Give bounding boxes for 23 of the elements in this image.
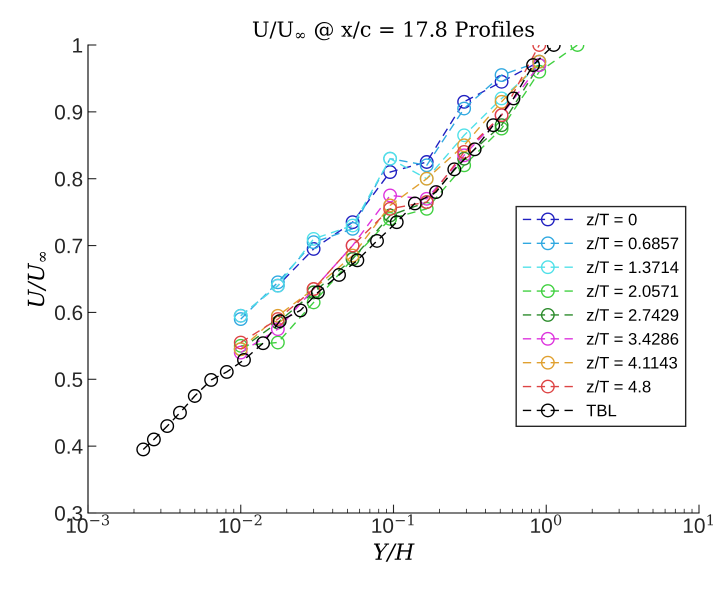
y-axis-title: U/U$_{∞}$ — [28, 252, 46, 306]
legend-label: z/T = 0 — [586, 213, 637, 226]
chart-title: U/U$_{∞}$ @ x/c = 17.8 Profiles — [252, 20, 534, 40]
y-tick-label: 0.6 — [54, 305, 82, 320]
legend-label: z/T = 2.0571 — [586, 284, 678, 298]
legend-label: z/T = 1.3714 — [586, 260, 679, 274]
y-tick-label: 1 — [73, 38, 82, 53]
y-tick-label: 0.8 — [54, 172, 82, 186]
legend-label: z/T = 3.4286 — [586, 332, 678, 345]
y-tick-label: 0.7 — [54, 238, 82, 254]
x-tick-label: 10$^{−1}$ — [372, 514, 414, 534]
legend-label: z/T = 4.1143 — [586, 356, 678, 369]
legend-label: z/T = 2.7429 — [586, 308, 678, 321]
y-tick-label: 0.5 — [54, 372, 82, 388]
x-tick-label: 10$^{−2}$ — [220, 514, 262, 534]
y-tick-label: 0.9 — [54, 104, 82, 120]
legend-label: z/T = 4.8 — [586, 380, 650, 393]
x-tick-label: 10$^{1}$ — [684, 514, 713, 534]
x-tick-label: 10$^{0}$ — [531, 514, 562, 534]
x-axis-title: Y/H — [374, 544, 415, 562]
legend-label: TBL — [586, 404, 616, 416]
y-tick-label: 0.4 — [54, 439, 83, 454]
legend-label: z/T = 0.6857 — [586, 237, 678, 250]
